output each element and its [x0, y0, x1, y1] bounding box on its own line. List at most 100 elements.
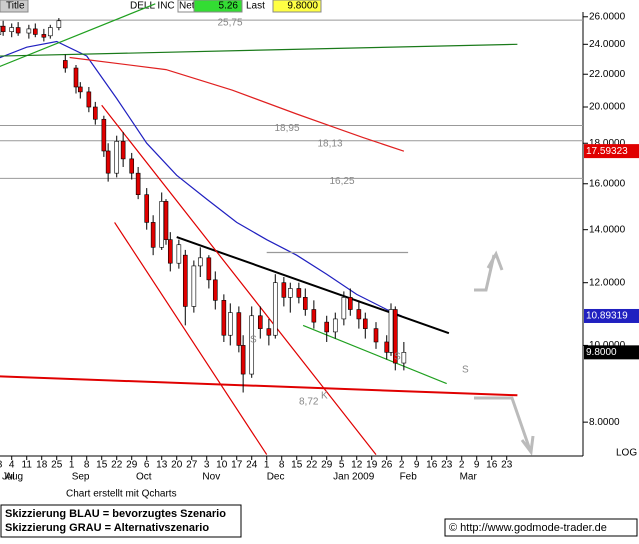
candle-body: [373, 328, 379, 343]
y-tick-label: 26.0000: [589, 11, 626, 22]
candle-body: [332, 318, 338, 333]
x-tick-label: 10: [216, 460, 228, 471]
candle-body: [77, 86, 83, 93]
level-label: 16,25: [329, 176, 354, 187]
y-tick-label: 22.0000: [589, 69, 626, 80]
net-value-box: [193, 0, 243, 13]
month-label: Jan 2009: [333, 472, 375, 483]
annotation: S: [394, 352, 401, 363]
candle-body: [197, 257, 203, 267]
month-label: Nov: [202, 472, 220, 483]
trend-line: [0, 3, 156, 68]
trend-line: [0, 43, 518, 57]
source-box: [444, 518, 638, 537]
month-label: Feb: [400, 472, 418, 483]
x-tick-label: 13: [156, 460, 168, 471]
x-tick-label: 9: [414, 460, 420, 471]
x-tick-label: 20: [171, 460, 183, 471]
candle-body: [56, 20, 62, 28]
y-tick-label: 14.0000: [589, 224, 626, 235]
x-tick-label: 4: [9, 460, 15, 471]
annotation: S: [250, 335, 257, 346]
candle-body: [41, 34, 47, 38]
candle-body: [0, 25, 6, 32]
candle-body: [191, 265, 197, 307]
candle-body: [26, 28, 32, 34]
candle-body: [0, 25, 2, 35]
candle-body: [227, 312, 233, 336]
x-tick-label: 5: [339, 460, 345, 471]
candle-body: [347, 297, 353, 310]
y-tick-label: 24.0000: [589, 39, 626, 50]
y-tick-label: 8.0000: [589, 417, 620, 428]
x-tick-label: 2: [459, 460, 465, 471]
candle-body: [129, 158, 135, 174]
note: Skizzierung BLAU = bevorzugtes Szenario: [5, 508, 226, 520]
candle-body: [73, 67, 79, 88]
month-label: Sep: [72, 472, 90, 483]
candle-body: [135, 172, 141, 195]
x-tick-label: 27: [186, 460, 198, 471]
candle-body: [114, 141, 120, 174]
candle-body: [240, 345, 246, 375]
x-tick-label: 25: [51, 460, 63, 471]
y-tick-label: 12.0000: [589, 277, 626, 288]
x-tick-label: 9: [474, 460, 480, 471]
candle-body: [15, 27, 21, 34]
candle-body: [249, 315, 255, 375]
note-box: [0, 504, 242, 538]
arrow-down: [474, 396, 535, 456]
x-tick-label: 23: [501, 460, 513, 471]
level-label: 18,95: [274, 123, 299, 134]
x-tick-label: 28: [0, 460, 3, 471]
annotation: 8,72: [299, 397, 319, 408]
price-box-label: 17.59323: [586, 146, 628, 157]
x-tick-label: 19: [366, 460, 378, 471]
candle-body: [32, 28, 38, 35]
y-tick-label: 18.0000: [589, 138, 626, 149]
title: Title: [6, 1, 25, 12]
candle-body: [281, 282, 287, 298]
source: © http://www.godmode-trader.de: [449, 522, 607, 534]
candle-body: [47, 27, 53, 37]
candle-body: [236, 312, 242, 346]
month-label: Oct: [136, 472, 152, 483]
candle-body: [206, 257, 212, 281]
scale-label: LOG: [616, 448, 637, 459]
x-tick-label: 1: [264, 460, 270, 471]
x-tick-label: 12: [351, 460, 363, 471]
candle-body: [296, 288, 302, 298]
net-label: Net%: [179, 1, 204, 12]
candle-body: [86, 91, 92, 108]
candle-body: [212, 279, 218, 301]
note: Skizzierung GRAU = Alternativszenario: [5, 522, 209, 534]
x-tick-label: 1: [69, 460, 75, 471]
candle-body: [401, 352, 407, 364]
last-value: 9.8000: [287, 1, 318, 12]
trend-line: [0, 375, 518, 397]
candle-body: [101, 118, 107, 152]
candle-body: [362, 318, 368, 329]
last-value-box: [272, 0, 322, 13]
price-box-label: 9.8000: [586, 347, 617, 358]
x-tick-label: 3: [204, 460, 210, 471]
candle-body: [92, 106, 98, 120]
x-tick-label: 29: [126, 460, 138, 471]
annotation: K: [321, 391, 328, 402]
price-box-label: 10.89319: [586, 311, 628, 322]
x-tick-label: 8: [279, 460, 285, 471]
x-tick-label: 17: [231, 460, 243, 471]
candle-body: [163, 201, 169, 240]
candle-body: [144, 194, 150, 223]
x-tick-label: 15: [291, 460, 303, 471]
candle-body: [388, 309, 394, 353]
candle-body: [302, 297, 308, 310]
month-label: Jul: [2, 472, 15, 483]
symbol: DELL INC: [130, 1, 175, 12]
trend-line: [69, 56, 405, 152]
net-value: 5.26: [219, 1, 239, 12]
x-tick-label: 8: [84, 460, 90, 471]
last-label: Last: [246, 1, 265, 12]
candle-body: [105, 150, 111, 174]
